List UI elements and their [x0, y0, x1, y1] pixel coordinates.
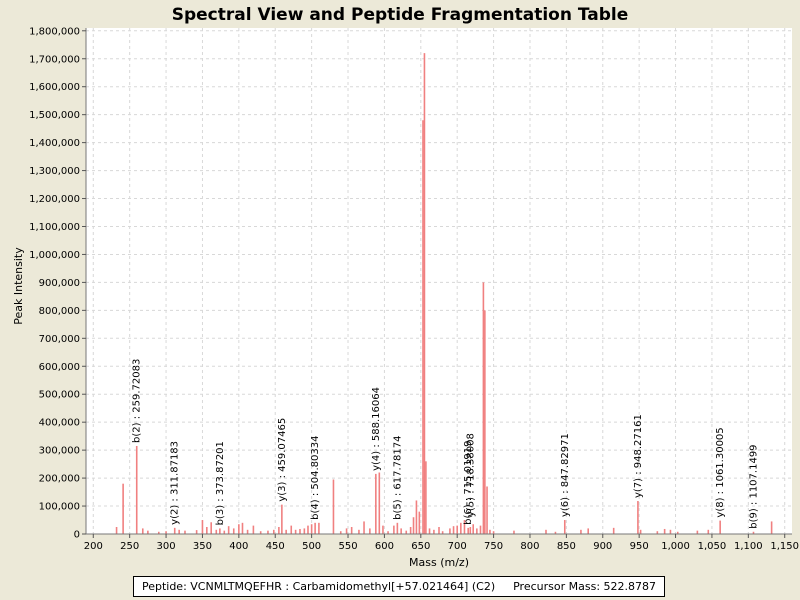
legend-precursor-mass: Precursor Mass: 522.8787: [513, 580, 657, 593]
y-tick-label: 1,300,000: [29, 166, 80, 177]
x-tick-label: 800: [520, 541, 539, 552]
fragment-annotation: b(2) : 259.72083: [132, 359, 143, 443]
legend-peptide: Peptide: VCNMLTMQEFHR : Carbamidomethyl[…: [141, 580, 496, 593]
y-tick-label: 800,000: [39, 306, 80, 317]
x-tick-label: 600: [375, 541, 394, 552]
x-tick-label: 950: [630, 541, 649, 552]
y-tick-label: 1,700,000: [29, 54, 80, 65]
fragment-annotation: y(8) : 1061.30005: [715, 427, 726, 517]
y-tick-label: 1,500,000: [29, 110, 80, 121]
x-tick-label: 650: [411, 541, 430, 552]
fragment-annotation: b(6) : 715.01919: [463, 441, 474, 525]
y-axis-ticks: 0 100,000 200,000 300,000 400,000 500,000 600,…: [29, 26, 86, 541]
x-tick-label: 1,050: [698, 541, 727, 552]
y-tick-label: 400,000: [39, 418, 80, 429]
y-tick-label: 1,200,000: [29, 194, 80, 205]
peaks-layer: [115, 53, 773, 534]
y-tick-label: 500,000: [39, 390, 80, 401]
x-tick-label: 700: [448, 541, 467, 552]
x-tick-label: 550: [338, 541, 357, 552]
fragment-annotation: b(4) : 504.80334: [310, 435, 321, 519]
x-tick-label: 350: [193, 541, 212, 552]
y-tick-label: 300,000: [39, 446, 80, 457]
fragment-annotation: y(3) : 459.07465: [277, 418, 288, 502]
x-tick-label: 1,100: [734, 541, 763, 552]
x-tick-label: 250: [120, 541, 139, 552]
legend-box: Peptide: VCNMLTMQEFHR : Carbamidomethyl[…: [133, 576, 665, 597]
y-tick-label: 1,100,000: [29, 222, 80, 233]
x-tick-label: 400: [229, 541, 248, 552]
x-tick-label: 850: [557, 541, 576, 552]
y-tick-label: 600,000: [39, 362, 80, 373]
x-tick-label: 750: [484, 541, 503, 552]
x-tick-label: 300: [157, 541, 176, 552]
y-tick-label: 700,000: [39, 334, 80, 345]
y-tick-label: 1,600,000: [29, 82, 80, 93]
x-tick-label: 500: [302, 541, 321, 552]
y-tick-label: 1,400,000: [29, 138, 80, 149]
x-axis-ticks: 200 250 300 350 400 450 500 550 600 650 700 750 800 8…: [84, 534, 799, 552]
x-tick-label: 200: [84, 541, 103, 552]
fragment-annotation: y(5) : 718.38008: [466, 433, 477, 517]
plot-area: [86, 28, 792, 534]
x-tick-label: 900: [593, 541, 612, 552]
y-tick-label: 1,000,000: [29, 250, 80, 261]
y-tick-label: 200,000: [39, 474, 80, 485]
y-axis-label: Peak Intensity: [12, 247, 25, 325]
fragment-annotation: y(4) : 588.16064: [371, 387, 382, 471]
fragment-annotation: b(9) : 1107.1499: [748, 444, 759, 528]
y-tick-label: 900,000: [39, 278, 80, 289]
fragment-annotation: y(2) : 311.87183: [170, 441, 181, 525]
annotations-layer: b(2) : 259.72083 y(2) : 311.87183 b(3) : 3…: [132, 359, 760, 529]
x-tick-label: 1,150: [770, 541, 799, 552]
fragment-annotation: b(5) : 617.78174: [392, 435, 403, 519]
x-tick-label: 450: [266, 541, 285, 552]
grid-lines: [86, 28, 792, 535]
chart-title: Spectral View and Peptide Fragmentation …: [172, 5, 629, 25]
x-axis-label: Mass (m/z): [409, 556, 469, 569]
y-tick-label: 1,800,000: [29, 26, 80, 37]
x-tick-label: 1,000: [661, 541, 690, 552]
y-tick-label: 100,000: [39, 502, 80, 513]
fragment-annotation: b(3) : 373.87201: [215, 441, 226, 525]
fragment-annotation: y(6) : 847.82971: [560, 433, 571, 517]
y-tick-label: 0: [74, 530, 80, 541]
fragment-annotation: y(7) : 948.27161: [633, 414, 644, 498]
